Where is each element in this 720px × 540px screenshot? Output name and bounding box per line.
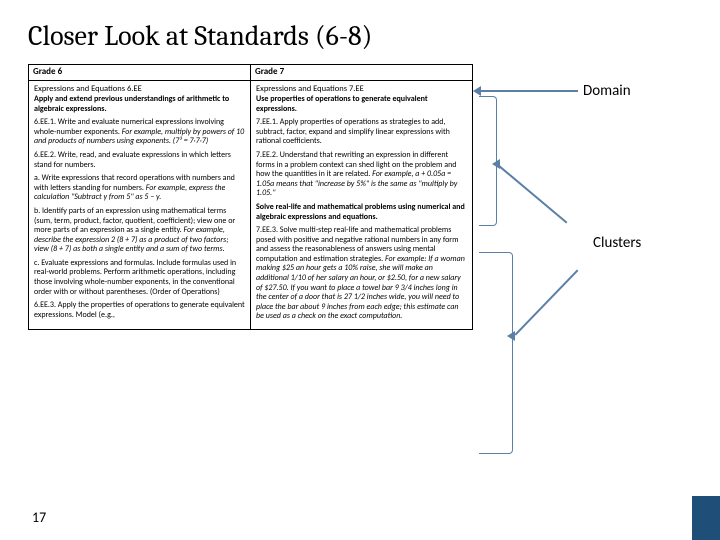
content-area: Grade 6 Expressions and Equations 6.EE A… [28,64,692,330]
clusters-connector-upper [498,164,568,223]
grade7-header: Grade 7 [251,65,472,81]
grade7-domain: Expressions and Equations 7.EE [256,84,467,94]
grade6-std2: 6.EE.2. Write, read, and evaluate expres… [34,151,245,170]
std-code: 7.EE.1. [256,117,278,127]
std-example: For example: If a woman making $25 an ho… [256,254,465,322]
grade7-cluster1: Use properties of operations to generate… [256,95,467,114]
grade6-body: Expressions and Equations 6.EE Apply and… [29,81,250,328]
grade6-domain: Expressions and Equations 6.EE [34,84,245,94]
grade6-column: Grade 6 Expressions and Equations 6.EE A… [29,65,251,329]
grade7-cluster2: Solve real-life and mathematical problem… [256,203,467,222]
bracket-lower [479,252,513,454]
grade6-std2a: a. Write expressions that record operati… [34,174,245,203]
grade7-std2: 7.EE.2. Understand that rewriting an exp… [256,151,467,199]
grade6-std2b: b. Identify parts of an expression using… [34,207,245,255]
grade6-header: Grade 6 [29,65,250,81]
slide-title: Closer Look at Standards (6-8) [28,20,692,52]
std-code: 6.EE.1. [34,117,56,127]
clusters-arrow-head-upper [492,159,500,169]
std-text: Write, read, and evaluate expressions in… [34,150,231,170]
std-text: Apply the properties of operations to ge… [34,300,245,320]
accent-bar [692,496,720,540]
grade7-std3: 7.EE.3. Solve multi-step real-life and m… [256,226,467,322]
std-code: 6.EE.3. [34,300,56,310]
std-text: Apply properties of operations as strate… [256,117,450,146]
standards-table: Grade 6 Expressions and Equations 6.EE A… [28,64,473,330]
grade6-cluster1: Apply and extend previous understandings… [34,95,245,114]
std-code: 6.EE.2. [34,150,56,160]
grade6-std1: 6.EE.1. Write and evaluate numerical exp… [34,118,245,147]
annotation-layer: Domain Clusters [503,64,720,330]
grade7-std1: 7.EE.1. Apply properties of operations a… [256,118,467,147]
clusters-label: Clusters [593,234,641,252]
domain-label: Domain [583,82,631,100]
grade7-column: Grade 7 Expressions and Equations 7.EE U… [251,65,472,329]
std-code: 7.EE.2. [256,150,278,160]
std-code: 7.EE.3. [256,225,278,235]
grade7-body: Expressions and Equations 7.EE Use prope… [251,81,472,329]
grade6-std3: 6.EE.3. Apply the properties of operatio… [34,301,245,320]
clusters-connector-lower [514,269,578,335]
domain-arrow-line [480,90,578,92]
grade6-std2c: c. Evaluate expressions and formulas. In… [34,259,245,297]
domain-arrow-head [473,86,481,96]
page-number: 17 [32,509,46,526]
clusters-arrow-head-lower [507,331,515,341]
